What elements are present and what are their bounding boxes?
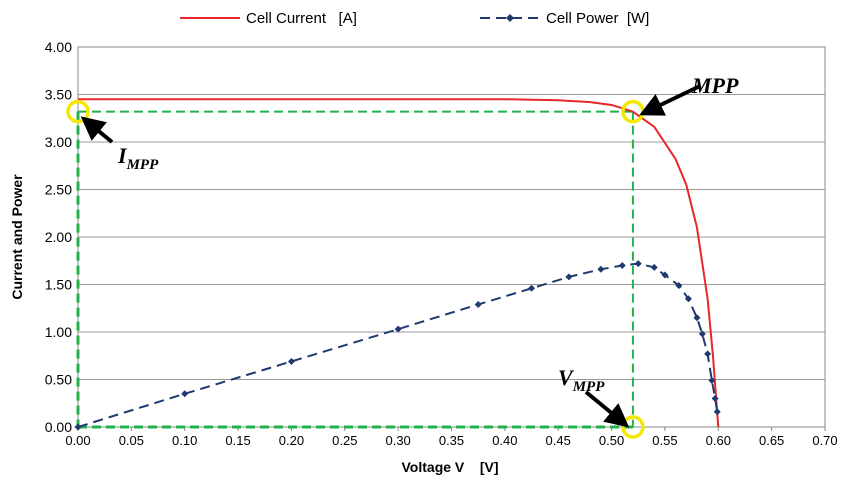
data-point: [675, 281, 683, 289]
y-tick-label: 0.00: [45, 419, 72, 435]
data-point: [74, 423, 82, 431]
data-point: [711, 395, 719, 402]
arrow: [639, 84, 701, 116]
plot-frame: [77, 46, 826, 428]
data-point: [618, 262, 626, 269]
legend-marker: [506, 14, 514, 22]
data-point: [634, 260, 642, 268]
impp-sub: MPP: [126, 157, 160, 173]
data-point: [684, 295, 692, 303]
vmpp-main: V: [558, 365, 575, 390]
y-tick-label: 4.00: [45, 39, 72, 55]
x-tick-label: 0.55: [652, 433, 677, 448]
x-tick-label: 0.40: [492, 433, 517, 448]
data-point: [394, 325, 402, 333]
data-point: [713, 408, 721, 416]
x-tick-label: 0.20: [279, 433, 304, 448]
x-tick-label: 0.60: [706, 433, 731, 448]
x-axis-label: Voltage V [V]: [402, 459, 499, 475]
x-tick-label: 0.50: [599, 433, 624, 448]
impp-circle: [66, 99, 90, 124]
data-point: [661, 271, 669, 279]
x-tick-label: 0.35: [439, 433, 464, 448]
arrow: [80, 116, 114, 144]
data-point: [287, 357, 295, 365]
data-point: [181, 390, 189, 398]
y-tick-label: 1.00: [45, 324, 72, 340]
data-point: [474, 300, 482, 308]
y-tick-label: 1.50: [45, 277, 72, 293]
x-tick-label: 0.70: [812, 433, 837, 448]
legend-label: Cell Current [A]: [246, 10, 357, 27]
arrow: [584, 390, 630, 428]
y-tick-label: 2.00: [45, 229, 72, 245]
x-tick-label: 0.25: [332, 433, 357, 448]
x-tick-label: 0.00: [65, 433, 90, 448]
y-tick-label: 2.50: [45, 182, 72, 198]
series-line: [77, 262, 719, 428]
x-tick-label: 0.65: [759, 433, 784, 448]
y-tick-label: 3.00: [45, 134, 72, 150]
data-point: [528, 284, 536, 292]
x-tick-label: 0.30: [385, 433, 410, 448]
impp-annotation: IMPP: [117, 143, 159, 173]
data-point: [597, 265, 605, 273]
marks: [66, 98, 721, 439]
vmpp-sub: MPP: [572, 379, 606, 395]
y-axis-label: Current and Power: [9, 174, 25, 300]
y-tick-label: 0.50: [45, 372, 72, 388]
x-tick-label: 0.15: [225, 433, 250, 448]
data-point: [708, 376, 716, 384]
data-point: [565, 273, 573, 281]
data-point: [693, 314, 701, 322]
y-tick-label: 3.50: [45, 87, 72, 103]
vmpp-annotation: VMPP: [558, 365, 605, 395]
x-tick-label: 0.45: [546, 433, 571, 448]
data-point: [698, 330, 706, 338]
data-point: [650, 263, 658, 271]
x-tick-label: 0.05: [119, 433, 144, 448]
data-point: [704, 350, 712, 358]
impp-main: I: [117, 143, 128, 168]
legend-label: Cell Power [W]: [546, 10, 649, 27]
x-tick-label: 0.10: [172, 433, 197, 448]
